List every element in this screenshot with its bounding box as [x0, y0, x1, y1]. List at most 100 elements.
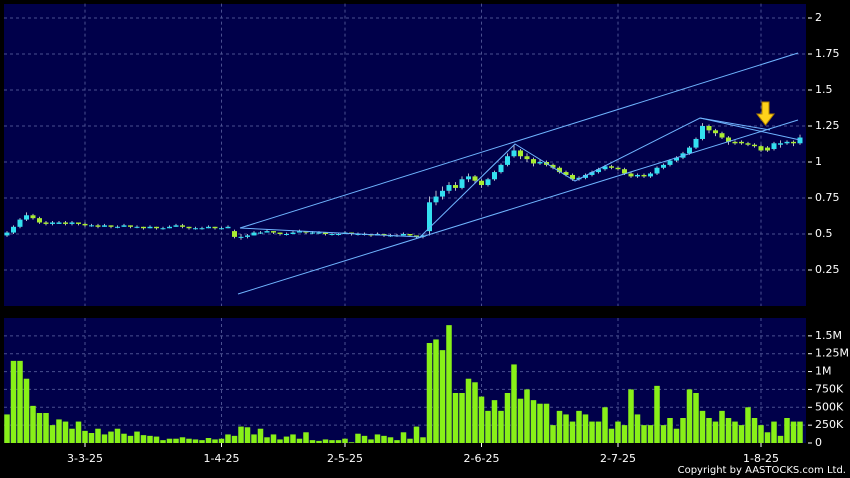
candle-body	[778, 143, 783, 145]
candle-body	[635, 174, 640, 177]
candle-body	[277, 232, 283, 234]
volume-bar	[270, 434, 277, 443]
volume-bar	[303, 432, 309, 443]
volume-bar	[322, 439, 329, 443]
volume-bar	[745, 407, 751, 443]
volume-bar	[36, 413, 43, 443]
volume-bar	[543, 403, 550, 443]
volume-bar	[686, 389, 693, 443]
candle-body	[745, 143, 751, 145]
volume-bar	[173, 438, 179, 443]
volume-bar	[680, 418, 686, 443]
candle-body	[479, 180, 484, 186]
candle-body	[485, 179, 491, 186]
volume-bar	[569, 421, 576, 443]
candle-body	[206, 226, 211, 229]
candle-body	[505, 156, 510, 165]
volume-bar	[498, 410, 504, 443]
arrow	[755, 101, 776, 126]
volume-bar	[524, 389, 530, 443]
candle-body	[11, 226, 16, 233]
candle-body	[4, 232, 10, 236]
volume-bar	[290, 434, 296, 443]
volume-bar	[244, 427, 251, 443]
candle-body	[303, 231, 309, 233]
volume-bar	[134, 431, 140, 443]
volume-bar	[296, 438, 303, 443]
candle-body	[43, 222, 49, 224]
candle-body	[89, 225, 94, 227]
volume-bar	[595, 421, 602, 443]
candle-body	[167, 226, 172, 229]
copyright: Copyright by AASTOCKS.com Ltd.	[678, 465, 846, 476]
candle-body	[225, 226, 231, 229]
volume-bar	[647, 425, 654, 443]
candle-body	[180, 225, 185, 227]
candle-body	[459, 179, 465, 188]
candle-body	[615, 167, 621, 170]
candle-body	[199, 228, 205, 230]
candle-body	[758, 146, 764, 151]
volume-bar	[400, 432, 407, 443]
candle-body	[160, 228, 166, 230]
volume-bar	[797, 421, 803, 443]
volume-bar	[537, 403, 543, 443]
volume-bar	[641, 425, 647, 443]
volume-bar	[504, 393, 511, 443]
candle-body	[316, 232, 322, 234]
volume-bar	[316, 440, 322, 443]
candle-body	[407, 234, 413, 236]
volume-bar	[459, 393, 465, 443]
trend-line	[237, 119, 799, 295]
volume-bar	[777, 435, 784, 443]
volume-bar	[465, 378, 472, 443]
volume-bar	[140, 435, 147, 443]
volume-bar	[166, 438, 173, 443]
volume-bar	[433, 339, 439, 443]
candle-body	[108, 225, 114, 227]
candle-body	[264, 231, 270, 233]
volume-bar	[101, 434, 108, 443]
candle-body	[498, 164, 504, 173]
y-tick-label: 2	[815, 11, 822, 24]
candle-body	[219, 228, 224, 230]
candle-body	[602, 166, 608, 170]
candle-body	[30, 215, 36, 219]
volume-bar	[127, 435, 134, 443]
candle-body	[648, 173, 653, 177]
y-tick-label: 0.25	[815, 263, 840, 276]
volume-bar	[374, 434, 381, 443]
candle-body	[310, 232, 315, 234]
volume-bar	[478, 396, 485, 443]
volume-bar	[160, 440, 166, 443]
candle-body	[95, 225, 101, 227]
volume-bar	[673, 428, 680, 443]
candle-body	[557, 167, 562, 173]
volume-bar	[199, 440, 205, 443]
volume-bar	[407, 438, 413, 443]
y-tick-label: 250K	[815, 418, 844, 431]
volume-bar	[602, 407, 608, 443]
marks	[4, 123, 803, 443]
volume-bar	[153, 436, 160, 443]
candle-body	[752, 144, 757, 147]
candle-body	[667, 160, 673, 165]
candle-body	[706, 126, 712, 131]
volume-bar	[621, 425, 628, 443]
volume-bar	[17, 360, 23, 443]
candle-body	[797, 137, 803, 144]
candle-body	[700, 126, 705, 139]
candle-body	[524, 156, 530, 160]
volume-bar	[95, 428, 101, 443]
volume-bar	[75, 421, 82, 443]
volume-bar	[88, 433, 95, 443]
candle-body	[297, 231, 302, 233]
volume-bar	[283, 436, 290, 443]
candle-body	[290, 232, 296, 234]
candle-body	[76, 222, 81, 224]
volume-bar	[426, 343, 433, 443]
volume-bar	[108, 431, 114, 443]
volume-bar	[212, 439, 218, 443]
volume-bar	[654, 385, 660, 443]
volume-bar	[420, 437, 426, 443]
